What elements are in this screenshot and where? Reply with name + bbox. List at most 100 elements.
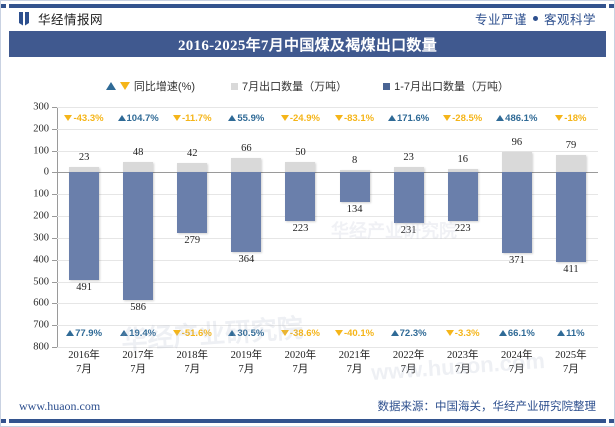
x-axis-tick-label: 2017年 7月 xyxy=(122,350,154,375)
bar-july-export[interactable] xyxy=(555,155,586,173)
bar-july-export[interactable] xyxy=(447,168,478,173)
bar-cumulative-export[interactable] xyxy=(339,172,370,202)
footer-site[interactable]: www.huaon.com xyxy=(19,398,101,413)
bar-cumulative-export[interactable] xyxy=(447,172,478,222)
growth-value: 486.1% xyxy=(505,112,538,124)
bar-group[interactable]: 66 364 xyxy=(219,107,273,347)
growth-label: -51.6% xyxy=(165,326,219,340)
triangle-up-icon xyxy=(117,115,126,121)
y-axis-tick xyxy=(52,150,57,152)
bar-cumulative-export[interactable] xyxy=(285,172,316,222)
growth-label: 77.9% xyxy=(57,326,111,340)
gridline xyxy=(57,107,598,108)
growth-label: -28.5% xyxy=(436,111,490,125)
bar-value-label-july: 23 xyxy=(403,152,414,164)
x-axis-tick-label: 2021年 7月 xyxy=(338,350,371,375)
bar-cumulative-export[interactable] xyxy=(555,172,586,263)
bar-cumulative-export[interactable] xyxy=(393,172,424,223)
legend-label-july-export: 7月出口数量（万吨） xyxy=(242,81,348,93)
bar-july-export[interactable] xyxy=(69,167,100,173)
chart-canvas: 23 491 48 586 42 279 66 364 50 223 8 134 23 231 16 223 9… xyxy=(1,99,615,394)
bar-group[interactable]: 48 586 xyxy=(111,107,165,347)
dot-separator-icon xyxy=(532,16,538,21)
bar-value-label-cumulative: 279 xyxy=(184,235,201,247)
growth-label: 55.9% xyxy=(219,111,273,125)
y-axis-tick-label: 400 xyxy=(33,254,49,266)
y-axis-tick-label: 200 xyxy=(33,123,49,135)
bar-group[interactable]: 79 411 xyxy=(544,107,598,347)
growth-value: 77.9% xyxy=(75,327,103,339)
legend-item-july-export: 7月出口数量（万吨） xyxy=(231,78,347,94)
triangle-down-icon xyxy=(334,330,343,336)
bar-july-export[interactable] xyxy=(123,161,154,173)
growth-value: 55.9% xyxy=(237,112,265,124)
x-axis-tick-label: 2023年 7月 xyxy=(446,350,479,375)
x-axis-tick-label: 2020年 7月 xyxy=(284,350,317,375)
double-flag-logo-icon xyxy=(19,11,32,26)
triangle-up-icon xyxy=(496,115,505,121)
bar-value-label-cumulative: 371 xyxy=(508,255,525,267)
triangle-up-icon xyxy=(557,330,566,336)
growth-value: -51.6% xyxy=(181,327,212,339)
growth-value: -11.7% xyxy=(181,112,212,124)
y-axis-tick-label: 0 xyxy=(43,166,49,178)
bar-cumulative-export[interactable] xyxy=(69,172,100,280)
bar-july-export[interactable] xyxy=(231,158,262,173)
growth-value: -38.6% xyxy=(289,327,320,339)
bar-cumulative-export[interactable] xyxy=(501,172,532,254)
bar-group[interactable]: 96 371 xyxy=(490,107,544,347)
triangle-down-icon xyxy=(280,115,289,121)
triangle-up-icon xyxy=(498,330,507,336)
bar-cumulative-export[interactable] xyxy=(177,172,208,234)
y-axis-tick xyxy=(52,216,57,218)
bar-value-label-july: 48 xyxy=(132,146,144,158)
triangle-down-icon xyxy=(555,115,564,121)
zero-line xyxy=(57,172,598,174)
growth-label: -18% xyxy=(544,111,598,125)
gridline xyxy=(57,303,598,305)
growth-value: 72.3% xyxy=(399,327,427,339)
growth-label: -43.3% xyxy=(57,111,111,125)
triangle-down-icon xyxy=(280,330,289,336)
bar-group[interactable]: 23 491 xyxy=(57,107,111,347)
growth-label: 66.1% xyxy=(490,326,544,340)
y-axis-tick-label: 700 xyxy=(33,319,49,331)
growth-label: 171.6% xyxy=(382,111,436,125)
bar-group[interactable]: 8 134 xyxy=(328,107,382,347)
y-axis-tick-label: 100 xyxy=(33,145,49,157)
bar-group[interactable]: 50 223 xyxy=(273,107,327,347)
triangle-down-icon xyxy=(172,115,181,121)
bar-value-label-cumulative: 223 xyxy=(454,223,471,235)
y-axis-tick-label: 200 xyxy=(33,210,49,222)
bar-cumulative-export[interactable] xyxy=(231,172,262,252)
bar-group[interactable]: 42 279 xyxy=(165,107,219,347)
bar-july-export[interactable] xyxy=(501,151,532,173)
bar-july-export[interactable] xyxy=(393,167,424,173)
triangle-down-icon xyxy=(334,115,343,121)
growth-label: 486.1% xyxy=(490,111,544,125)
triangle-down-icon xyxy=(172,330,181,336)
triangle-down-icon xyxy=(64,115,73,121)
x-axis-tick-label: 2022年 7月 xyxy=(392,350,425,375)
y-axis-tick xyxy=(52,347,57,348)
legend-label-growth: 同比增速(%) xyxy=(133,81,196,93)
square-swatch-icon xyxy=(231,82,239,90)
growth-label: -38.6% xyxy=(273,326,327,340)
y-axis-tick xyxy=(52,281,57,283)
page-footer: www.huaon.com 数据来源：中国海关，华经产业研究院整理 xyxy=(1,396,614,416)
triangle-up-icon xyxy=(66,330,75,336)
gridline xyxy=(57,150,598,152)
triangle-up-icon xyxy=(390,330,399,336)
growth-value: 104.7% xyxy=(126,112,159,124)
growth-label: 19.4% xyxy=(111,326,165,340)
y-axis-tick xyxy=(52,128,57,130)
bar-july-export[interactable] xyxy=(177,163,208,173)
bar-july-export[interactable] xyxy=(285,161,316,173)
bar-july-export[interactable] xyxy=(339,170,370,173)
brand-name: 华经情报网 xyxy=(38,13,104,27)
y-axis-tick xyxy=(52,259,57,261)
bar-group[interactable]: 16 223 xyxy=(436,107,490,347)
bar-group[interactable]: 23 231 xyxy=(382,107,436,347)
bar-cumulative-export[interactable] xyxy=(123,172,154,301)
growth-value: -18% xyxy=(564,112,587,124)
